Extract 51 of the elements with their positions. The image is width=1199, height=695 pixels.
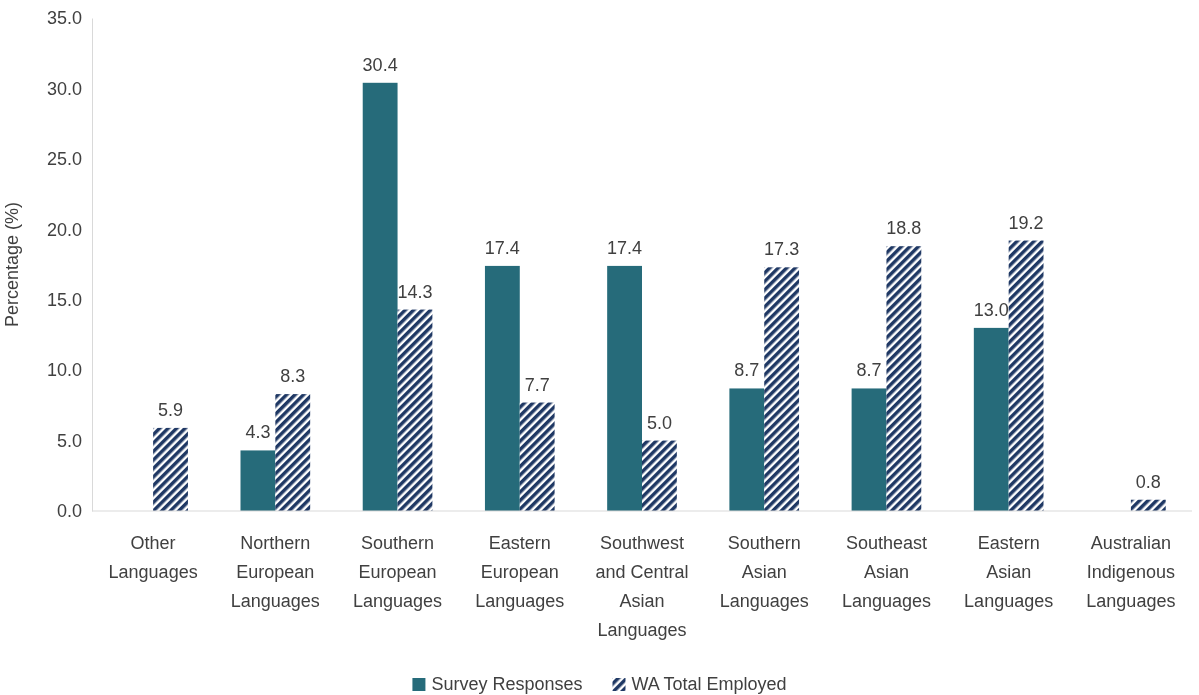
y-tick-label: 15.0 <box>46 289 82 310</box>
bar <box>886 246 922 511</box>
bar <box>607 265 642 511</box>
y-tick-label: 20.0 <box>46 219 82 240</box>
bar <box>1008 240 1044 511</box>
bar <box>153 427 188 511</box>
y-tick-label: 0.0 <box>56 501 82 522</box>
data-label: 8.7 <box>856 360 882 381</box>
y-tick-label: 25.0 <box>46 149 82 170</box>
data-label: 13.0 <box>973 299 1009 320</box>
bar <box>397 309 433 511</box>
bar <box>764 267 800 511</box>
y-tick-label: 10.0 <box>46 360 82 381</box>
data-label: 5.0 <box>646 412 672 433</box>
x-tick-label: Eastern European Languages <box>475 533 565 611</box>
data-label: 0.8 <box>1135 471 1161 492</box>
y-tick-label: 35.0 <box>46 8 82 29</box>
x-tick-label: Southeast Asian Languages <box>841 533 931 611</box>
bar <box>851 388 887 511</box>
x-tick-label: Other Languages <box>108 533 198 582</box>
data-label: 5.9 <box>158 399 184 420</box>
data-label: 17.4 <box>607 237 643 258</box>
data-label: 7.7 <box>524 374 550 395</box>
data-label: 8.3 <box>280 366 306 387</box>
x-tick-label: Southern Asian Languages <box>719 533 809 611</box>
x-tick-label: Southern European Languages <box>353 533 443 611</box>
y-tick-label: 30.0 <box>46 78 82 99</box>
data-label: 8.7 <box>734 360 760 381</box>
legend-label: Survey Responses <box>431 674 583 694</box>
bar <box>973 327 1009 511</box>
data-label: 30.4 <box>362 54 398 75</box>
data-label: 17.4 <box>484 237 520 258</box>
data-label: 14.3 <box>397 281 433 302</box>
legend-label: WA Total Employed <box>631 674 787 694</box>
x-tick-label: Northern European Languages <box>230 533 320 611</box>
x-tick-label: Australian Indigenous Languages <box>1086 533 1176 611</box>
y-tick-label: 5.0 <box>56 430 82 451</box>
data-label: 17.3 <box>764 239 800 260</box>
bar <box>642 440 677 511</box>
data-label: 4.3 <box>245 422 271 443</box>
x-tick-label: Eastern Asian Languages <box>964 533 1054 611</box>
x-tick-label: Southwest and Central Asian Languages <box>595 533 689 640</box>
bar <box>362 82 398 511</box>
bar <box>484 265 520 511</box>
bar <box>275 394 311 511</box>
y-axis-title: Percentage (%) <box>2 201 22 328</box>
data-label: 18.8 <box>886 218 922 239</box>
bar <box>519 402 555 511</box>
bar <box>240 450 276 511</box>
bar <box>729 388 765 511</box>
data-label: 19.2 <box>1008 212 1044 233</box>
